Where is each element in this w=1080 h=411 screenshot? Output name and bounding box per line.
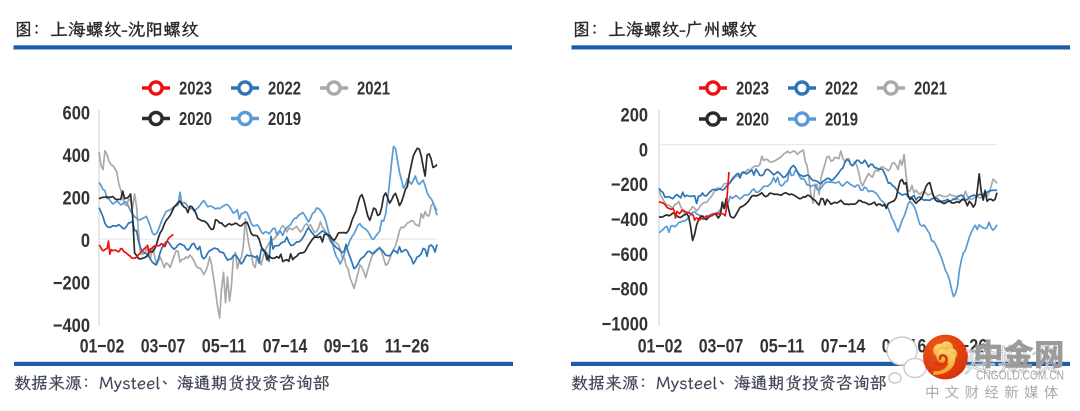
svg-text:01−02: 01−02 [638,336,683,358]
svg-text:03−07: 03−07 [699,336,744,358]
svg-text:−800: −800 [611,279,648,301]
svg-text:09−16: 09−16 [324,336,369,358]
svg-text:2022: 2022 [825,78,858,98]
svg-text:2020: 2020 [736,109,769,129]
svg-text:2019: 2019 [825,109,858,129]
svg-text:−1000: −1000 [602,313,648,335]
svg-text:0: 0 [81,230,90,252]
svg-text:200: 200 [63,187,91,209]
svg-text:0: 0 [639,139,648,161]
svg-text:05−11: 05−11 [760,336,805,358]
svg-text:07−14: 07−14 [263,336,308,358]
svg-text:11−26: 11−26 [385,336,430,358]
svg-text:07−14: 07−14 [821,336,866,358]
svg-text:05−11: 05−11 [202,336,247,358]
svg-text:2021: 2021 [914,78,947,98]
svg-text:01−02: 01−02 [80,336,125,358]
svg-text:CNGOLD.COM.CN: CNGOLD.COM.CN [976,369,1064,383]
svg-text:03−07: 03−07 [141,336,186,358]
svg-text:2019: 2019 [268,109,301,129]
svg-text:600: 600 [63,102,91,124]
svg-text:−400: −400 [53,315,90,337]
svg-text:2023: 2023 [736,78,769,98]
svg-text:−400: −400 [611,209,648,231]
svg-text:−200: −200 [53,272,90,294]
svg-text:−200: −200 [611,174,648,196]
svg-text:400: 400 [63,145,91,167]
svg-text:2023: 2023 [179,78,212,98]
svg-text:2022: 2022 [268,78,301,98]
svg-text:2020: 2020 [179,109,212,129]
svg-text:2021: 2021 [357,78,390,98]
svg-text:200: 200 [621,105,649,127]
svg-text:−600: −600 [611,244,648,266]
